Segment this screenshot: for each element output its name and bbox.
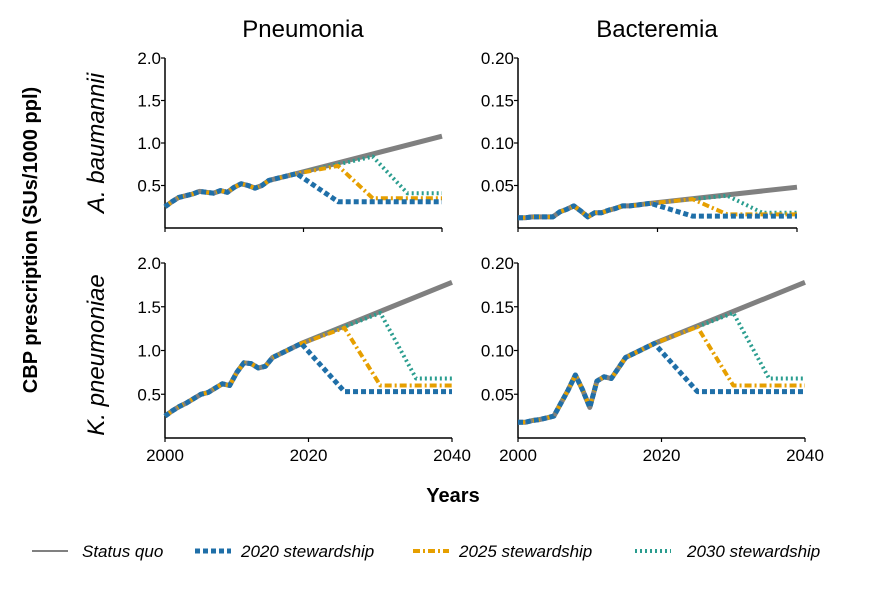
- column-titles: Pneumonia Bacteremia: [242, 16, 718, 43]
- x-tick-label: 2040: [433, 446, 471, 465]
- y-tick-label: 0.5: [137, 385, 161, 404]
- panel-bacteremia-a-baumannii: 0.05 0.10 0.15 0.20: [481, 49, 798, 232]
- series-line-status-quo: [163, 279, 453, 419]
- panel-bacteremia-k-pneumoniae: 0.05 0.10 0.15 0.20 2000 2020 2040: [481, 254, 824, 465]
- y-tick-label: 0.20: [481, 254, 514, 273]
- x-axis-label: Years: [426, 485, 479, 507]
- series-line-2030-stewardship: [163, 310, 452, 418]
- y-tick-label: 0.10: [481, 342, 514, 361]
- y-tick-label: 0.05: [481, 385, 514, 404]
- x-tick-label: 2000: [146, 446, 184, 465]
- x-tick-label: 2000: [499, 446, 537, 465]
- y-tick-label: 0.15: [481, 92, 514, 111]
- legend-label: 2030 stewardship: [686, 542, 820, 561]
- legend-item-2030-stewardship: 2030 stewardship: [635, 542, 820, 561]
- y-tick-label: 2.0: [137, 49, 161, 68]
- legend-item-status-quo: Status quo: [32, 542, 163, 561]
- series-lines: [163, 133, 443, 209]
- series-line-2020-stewardship: [163, 171, 442, 209]
- legend-item-2020-stewardship: 2020 stewardship: [195, 542, 374, 561]
- y-axis-label: CBP prescription (SUs/1000 ppl): [20, 87, 42, 393]
- row-titles: A. baumannii K. pneumoniae: [83, 72, 110, 435]
- x-tick-label: 2040: [786, 446, 824, 465]
- panels: 0.5 1.0 1.5 2.0 0.05 0.10 0.15 0.20 0.5 1.0 1.5 2.0…: [137, 49, 824, 465]
- legend-label: 2020 stewardship: [240, 542, 374, 561]
- row-title-a-baumannii: A. baumannii: [83, 72, 110, 215]
- legend: Status quo 2020 stewardship 2025 stewardsh…: [32, 542, 820, 561]
- y-tick-label: 0.05: [481, 177, 514, 196]
- y-tick-label: 1.0: [137, 342, 161, 361]
- series-line-status-quo: [163, 133, 443, 209]
- y-tick-label: 0.5: [137, 177, 161, 196]
- x-tick-label: 2020: [290, 446, 328, 465]
- y-tick-label: 0.20: [481, 49, 514, 68]
- series-lines: [518, 279, 806, 425]
- y-tick-label: 2.0: [137, 254, 161, 273]
- series-lines: [518, 184, 798, 221]
- y-tick-label: 1.5: [137, 298, 161, 317]
- legend-label: Status quo: [82, 542, 163, 561]
- panel-pneumonia-a-baumannii: 0.5 1.0 1.5 2.0: [137, 49, 443, 232]
- series-line-2020-stewardship: [518, 200, 797, 221]
- x-tick-label: 2020: [643, 446, 681, 465]
- y-tick-label: 0.10: [481, 134, 514, 153]
- column-title-bacteremia: Bacteremia: [596, 16, 718, 43]
- series-line-2020-stewardship: [518, 341, 805, 425]
- row-title-k-pneumoniae: K. pneumoniae: [83, 274, 110, 435]
- series-line-2020-stewardship: [163, 341, 452, 419]
- panel-pneumonia-k-pneumoniae: 0.5 1.0 1.5 2.0 2000 2020 2040: [137, 254, 471, 465]
- legend-item-2025-stewardship: 2025 stewardship: [413, 542, 592, 561]
- series-line-status-quo: [518, 279, 806, 425]
- y-tick-label: 0.15: [481, 298, 514, 317]
- y-tick-label: 1.0: [137, 134, 161, 153]
- series-lines: [163, 279, 453, 419]
- y-tick-label: 1.5: [137, 92, 161, 111]
- legend-label: 2025 stewardship: [458, 542, 592, 561]
- column-title-pneumonia: Pneumonia: [242, 16, 364, 43]
